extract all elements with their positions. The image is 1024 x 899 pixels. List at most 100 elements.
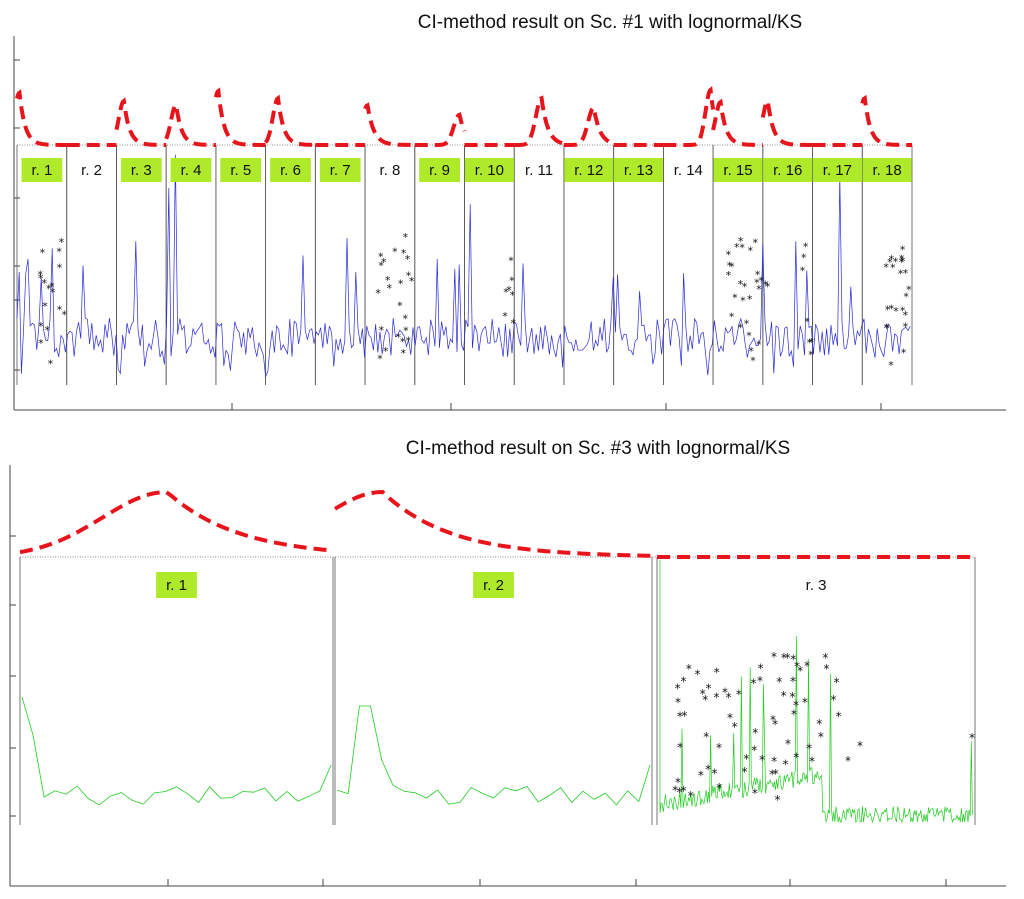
outlier-marker: * xyxy=(675,696,681,710)
region-label: r. 1 xyxy=(166,577,187,594)
chart-2-axes xyxy=(9,465,1006,887)
region-label: r. 8 xyxy=(379,162,400,179)
outlier-marker: * xyxy=(716,741,722,755)
outlier-marker: * xyxy=(378,324,384,337)
outlier-marker: * xyxy=(675,681,681,695)
outlier-marker: * xyxy=(403,231,409,244)
outlier-marker: * xyxy=(48,358,54,371)
outlier-marker: * xyxy=(400,347,406,360)
region-label: r. 2 xyxy=(81,162,102,179)
outlier-marker: * xyxy=(42,300,48,313)
chart-2-pdf-curves xyxy=(19,489,975,559)
outlier-marker: * xyxy=(781,651,787,665)
outlier-marker: * xyxy=(742,280,748,293)
region-label: r. 12 xyxy=(574,162,603,179)
chart-1: CI-method result on Sc. #1 with lognorma… xyxy=(13,12,1006,411)
outlier-marker: * xyxy=(712,767,718,781)
outlier-marker: * xyxy=(747,293,753,306)
outlier-marker: * xyxy=(38,320,44,333)
region-label-highlight xyxy=(270,158,311,182)
outlier-marker: * xyxy=(890,262,896,275)
outlier-marker: * xyxy=(758,661,764,675)
outlier-marker: * xyxy=(785,651,791,665)
outlier-marker: * xyxy=(759,753,765,767)
region-label: r. 18 xyxy=(873,162,902,179)
region-label: r. 3 xyxy=(806,577,827,594)
outlier-marker: * xyxy=(740,294,746,307)
outlier-marker: * xyxy=(37,269,43,282)
outlier-marker: * xyxy=(734,241,740,254)
outlier-marker: * xyxy=(774,793,780,807)
outlier-marker: * xyxy=(809,755,815,769)
outlier-marker: * xyxy=(705,762,711,776)
outlier-marker: * xyxy=(45,324,51,337)
outlier-marker: * xyxy=(738,235,744,248)
pdf-curve-8 xyxy=(363,102,415,147)
outlier-marker: * xyxy=(732,720,738,734)
region-label: r. 1 xyxy=(31,162,52,179)
outlier-marker: * xyxy=(807,337,813,350)
region-label-highlight xyxy=(812,158,862,182)
region-label-highlight xyxy=(120,158,162,182)
outlier-marker: * xyxy=(791,708,797,722)
outlier-marker: * xyxy=(409,275,415,288)
outlier-marker: * xyxy=(822,651,828,665)
outlier-marker: * xyxy=(503,286,509,299)
outlier-marker: * xyxy=(381,256,387,269)
outlier-marker: * xyxy=(57,262,63,275)
region-label-highlight xyxy=(763,158,813,182)
outlier-marker: * xyxy=(884,321,890,334)
outlier-marker: * xyxy=(816,717,822,731)
outlier-marker: * xyxy=(903,321,909,334)
outlier-marker: * xyxy=(403,324,409,337)
region-label-highlight xyxy=(862,158,912,182)
chart-2-region-labels: r. 1 r. 2 r. 3 xyxy=(156,572,826,598)
outlier-marker: * xyxy=(804,316,810,329)
outlier-marker: * xyxy=(834,675,840,689)
outlier-marker: * xyxy=(750,355,756,368)
outlier-marker: * xyxy=(738,278,744,291)
outlier-marker: * xyxy=(770,713,776,727)
pdf-curve-18 xyxy=(860,94,912,147)
outlier-marker: * xyxy=(806,742,812,756)
pdf-curve-3 xyxy=(114,97,167,147)
region-label-highlight xyxy=(614,158,663,182)
outlier-marker: * xyxy=(40,247,46,260)
outlier-marker: * xyxy=(675,776,681,790)
outlier-marker: * xyxy=(893,305,899,318)
outlier-marker: * xyxy=(756,283,762,296)
pdf-curve-1 xyxy=(15,89,67,147)
outlier-marker: * xyxy=(758,275,764,288)
outlier-marker: * xyxy=(751,743,757,757)
outlier-marker: * xyxy=(401,247,407,260)
outlier-marker: * xyxy=(773,767,779,781)
outlier-marker: * xyxy=(790,653,796,667)
chart-1-signal: *********** *****************************… xyxy=(16,154,912,378)
outlier-marker: * xyxy=(726,269,732,282)
outlier-marker: * xyxy=(706,681,712,695)
outlier-marker: * xyxy=(677,709,683,723)
outlier-marker: * xyxy=(804,659,810,673)
outlier-marker: * xyxy=(743,752,749,766)
chart-1-title: CI-method result on Sc. #1 with lognorma… xyxy=(418,12,802,33)
pdf-curve-4 xyxy=(164,101,216,147)
outlier-marker: * xyxy=(969,731,975,745)
outlier-marker: * xyxy=(702,693,708,707)
outlier-marker: * xyxy=(688,789,694,803)
outlier-marker: * xyxy=(694,668,700,682)
outlier-marker: * xyxy=(726,691,732,705)
outlier-marker: * xyxy=(900,243,906,256)
outlier-marker: * xyxy=(681,784,687,798)
outlier-marker: * xyxy=(392,246,398,259)
region-label-highlight xyxy=(21,158,63,182)
outlier-marker: * xyxy=(809,336,815,349)
outlier-marker: * xyxy=(769,768,775,782)
outlier-marker: * xyxy=(888,359,894,372)
outlier-marker: * xyxy=(57,303,63,316)
region-label: r. 17 xyxy=(823,162,852,179)
region-label: r. 4 xyxy=(181,162,202,179)
outlier-marker: * xyxy=(899,256,905,269)
outlier-marker: * xyxy=(59,236,65,249)
outlier-marker: * xyxy=(509,275,515,288)
